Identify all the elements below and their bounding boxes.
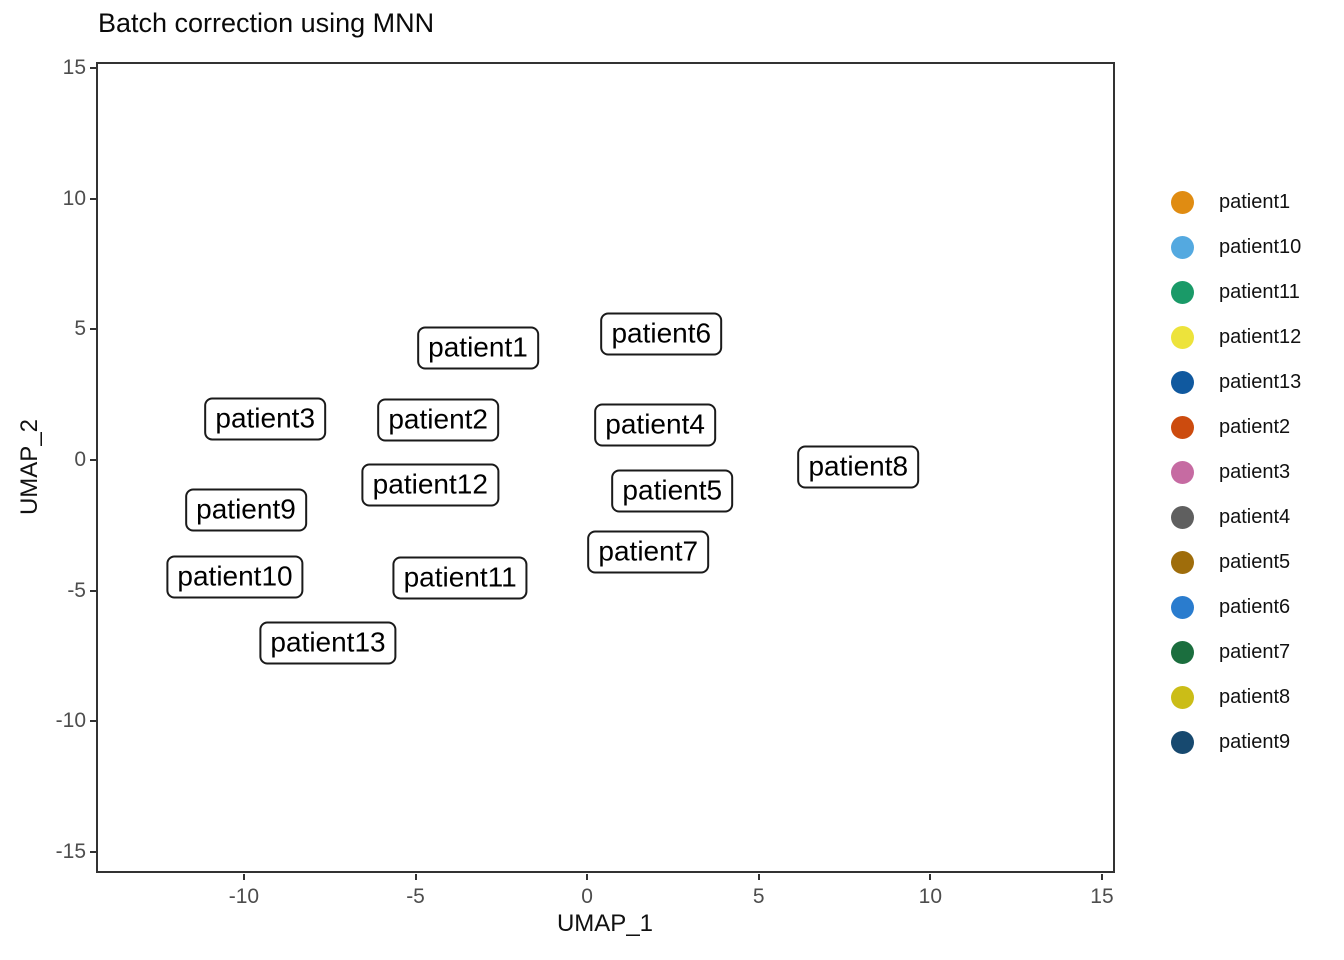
x-tick-label: 10 <box>918 885 943 908</box>
y-tick-mark <box>90 589 96 592</box>
legend-label: patient4 <box>1219 505 1291 528</box>
legend-color-swatch <box>1171 280 1194 304</box>
legend-item-patient11: patient11 <box>1162 270 1300 315</box>
legend-label: patient11 <box>1219 280 1300 303</box>
y-tick-mark <box>90 67 96 69</box>
legend-item-patient7: patient7 <box>1162 630 1290 675</box>
legend-label: patient7 <box>1219 640 1291 663</box>
legend-label: patient1 <box>1219 190 1291 213</box>
y-tick-mark <box>90 328 96 331</box>
y-tick-label: 10 <box>62 186 86 210</box>
cluster-label-patient6: patient6 <box>600 312 723 356</box>
x-tick-mark <box>1100 874 1103 880</box>
y-tick-mark <box>90 850 96 853</box>
legend-color-swatch <box>1171 460 1194 484</box>
y-tick-label: 5 <box>74 317 86 341</box>
cluster-label-patient1: patient1 <box>417 326 539 370</box>
cluster-label-patient3: patient3 <box>204 397 327 441</box>
legend-color-swatch <box>1171 685 1194 709</box>
legend-label: patient2 <box>1219 415 1291 438</box>
legend-color-swatch <box>1171 730 1194 754</box>
y-tick-mark <box>90 720 96 723</box>
x-tick-mark <box>586 874 589 880</box>
legend-item-patient13: patient13 <box>1162 360 1301 405</box>
x-tick-mark <box>757 874 760 880</box>
legend-label: patient10 <box>1219 235 1302 258</box>
legend-item-patient3: patient3 <box>1162 450 1290 495</box>
legend-color-swatch <box>1171 505 1194 529</box>
legend-item-patient8: patient8 <box>1162 675 1290 720</box>
legend-item-patient12: patient12 <box>1162 315 1301 360</box>
cluster-label-patient8: patient8 <box>797 445 920 489</box>
y-tick-label: -10 <box>55 709 86 733</box>
legend-color-swatch <box>1171 190 1194 214</box>
x-tick-mark <box>242 874 245 880</box>
cluster-label-patient12: patient12 <box>361 463 499 507</box>
cluster-label-patient4: patient4 <box>594 403 716 447</box>
x-tick-label: 5 <box>752 885 765 908</box>
legend-color-swatch <box>1171 415 1194 439</box>
legend-item-patient6: patient6 <box>1162 585 1290 630</box>
legend-label: patient5 <box>1219 550 1291 573</box>
x-tick-label: -10 <box>228 885 260 908</box>
cluster-label-patient10: patient10 <box>166 555 304 599</box>
legend-item-patient1: patient1 <box>1162 180 1290 225</box>
cluster-label-patient2: patient2 <box>377 398 499 442</box>
y-axis-title: UMAP_2 <box>16 418 43 516</box>
legend-item-patient5: patient5 <box>1162 540 1290 585</box>
legend-label: patient8 <box>1219 685 1291 708</box>
y-tick-label: 0 <box>74 447 86 471</box>
legend-item-patient4: patient4 <box>1162 495 1290 540</box>
legend-color-swatch <box>1171 370 1194 394</box>
cluster-label-patient11: patient11 <box>392 556 528 600</box>
cluster-label-patient13: patient13 <box>259 621 397 665</box>
legend-color-swatch <box>1171 235 1194 259</box>
legend-label: patient3 <box>1219 460 1291 483</box>
legend-item-patient9: patient9 <box>1162 720 1290 765</box>
y-tick-mark <box>90 197 96 200</box>
legend-label: patient12 <box>1219 325 1302 348</box>
legend-item-patient2: patient2 <box>1162 405 1290 450</box>
x-tick-mark <box>929 874 932 880</box>
y-tick-label: -5 <box>67 578 86 602</box>
legend-label: patient6 <box>1219 595 1291 618</box>
x-tick-label: 15 <box>1090 885 1114 908</box>
x-tick-mark <box>414 874 417 880</box>
cluster-label-patient5: patient5 <box>611 469 734 513</box>
y-tick-label: 15 <box>62 56 86 79</box>
legend-item-patient10: patient10 <box>1162 225 1301 270</box>
legend-color-swatch <box>1171 595 1194 619</box>
legend-label: patient9 <box>1219 730 1291 753</box>
cluster-label-patient7: patient7 <box>587 530 710 574</box>
legend-color-swatch <box>1171 550 1194 574</box>
legend-color-swatch <box>1171 325 1194 349</box>
plot-panel <box>96 62 1115 873</box>
cluster-label-patient9: patient9 <box>185 488 307 532</box>
y-tick-mark <box>90 458 96 461</box>
x-axis-title: UMAP_1 <box>556 910 654 937</box>
legend-label: patient13 <box>1219 370 1302 393</box>
legend-color-swatch <box>1171 640 1194 664</box>
y-tick-label: -15 <box>55 839 86 863</box>
x-tick-label: -5 <box>406 885 425 908</box>
x-tick-label: 0 <box>581 885 593 908</box>
